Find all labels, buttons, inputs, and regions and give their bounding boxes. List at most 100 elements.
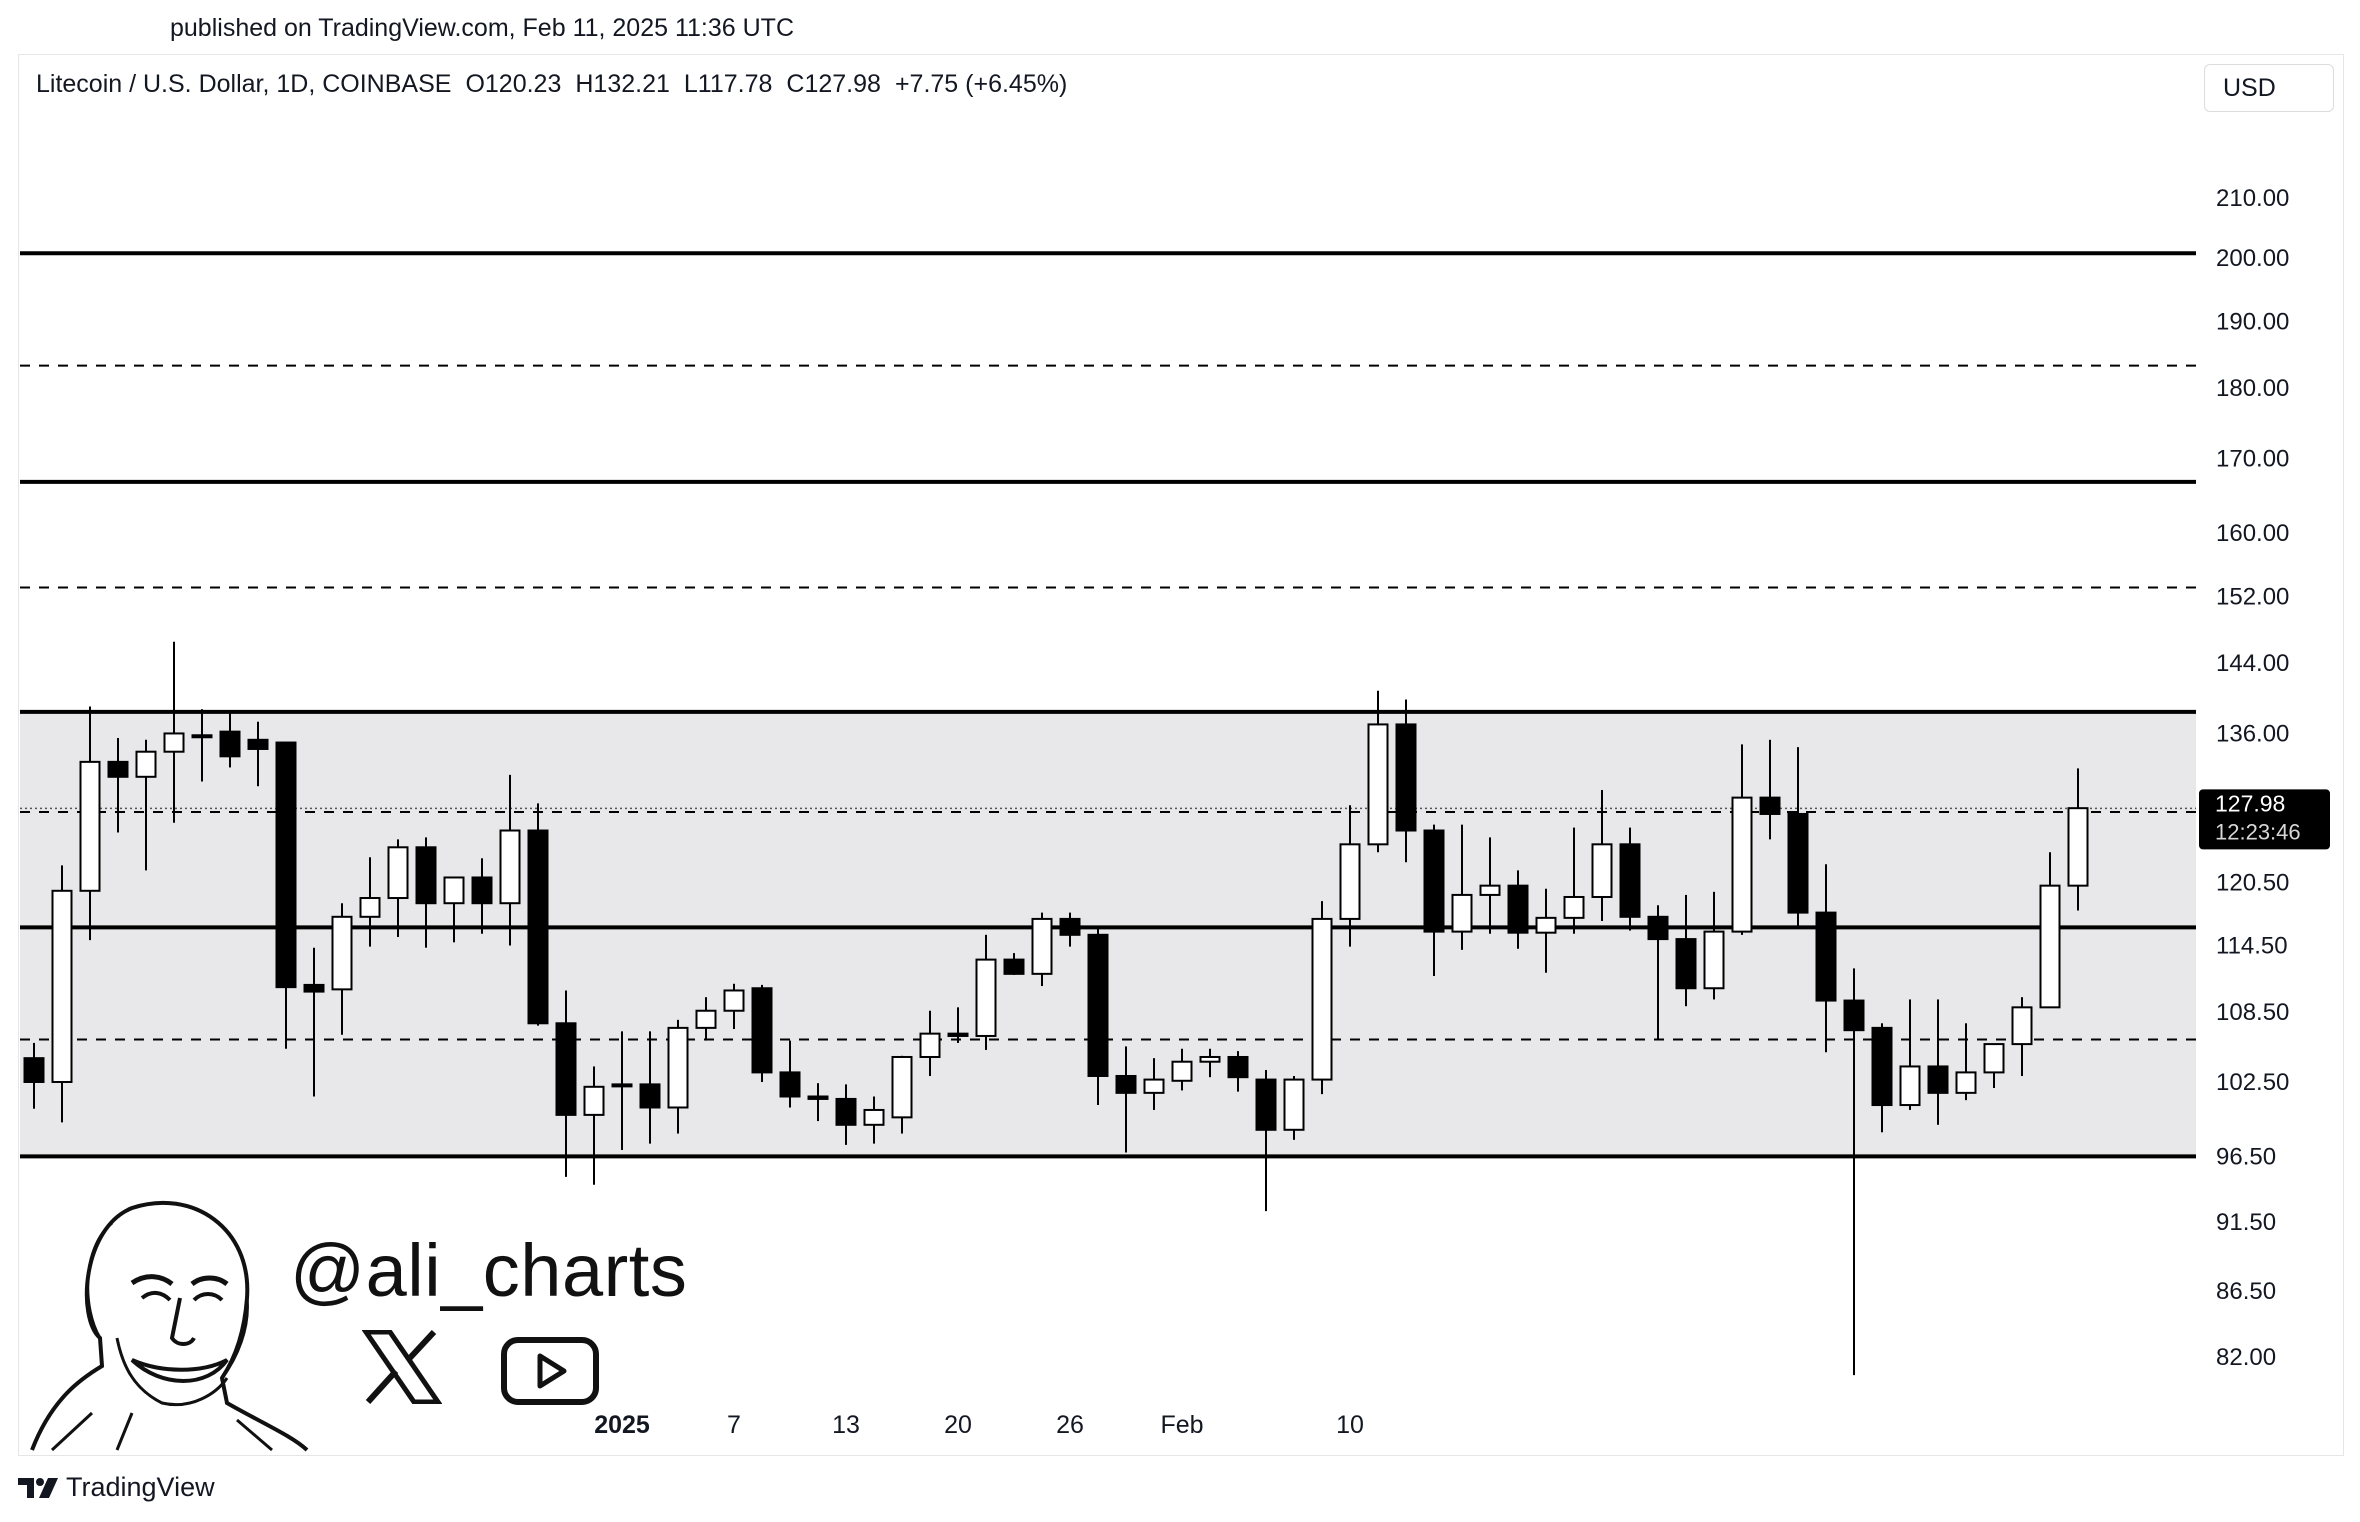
candle[interactable] — [1927, 999, 1949, 1125]
candle[interactable] — [303, 947, 325, 1097]
candle[interactable] — [443, 876, 465, 943]
candle[interactable] — [107, 737, 129, 833]
candle[interactable] — [1395, 699, 1417, 863]
candle[interactable] — [1675, 894, 1697, 1007]
candle[interactable] — [1003, 953, 1025, 975]
candle-body-down — [1087, 933, 1109, 1077]
author-handle: @ali_charts — [290, 1229, 688, 1312]
candle[interactable] — [499, 774, 521, 946]
candle[interactable] — [1143, 1058, 1165, 1110]
candle[interactable] — [1647, 905, 1669, 1040]
candle[interactable] — [1367, 690, 1389, 853]
candle[interactable] — [1339, 805, 1361, 947]
candle[interactable] — [23, 1042, 45, 1109]
candle[interactable] — [1087, 927, 1109, 1106]
candle[interactable] — [275, 741, 297, 1049]
candle[interactable] — [1731, 744, 1753, 935]
candle[interactable] — [1423, 824, 1445, 977]
candle[interactable] — [219, 710, 241, 768]
candle[interactable] — [1563, 827, 1585, 934]
candle[interactable] — [807, 1083, 829, 1122]
candle[interactable] — [639, 1031, 661, 1144]
candle[interactable] — [247, 721, 269, 787]
candle[interactable] — [555, 990, 577, 1177]
candle[interactable] — [1059, 912, 1081, 947]
candle-body-down — [1507, 884, 1529, 934]
candle-body-up — [1591, 843, 1613, 898]
candle[interactable] — [387, 839, 409, 937]
candle-body-down — [835, 1097, 857, 1126]
candle-body-down — [23, 1057, 45, 1083]
chart-frame — [18, 54, 2344, 1456]
candle[interactable] — [835, 1084, 857, 1145]
currency-selector[interactable]: USD — [2204, 64, 2334, 112]
candle[interactable] — [527, 803, 549, 1026]
candle-body-down — [807, 1095, 829, 1100]
candle[interactable] — [1899, 999, 1921, 1110]
candle[interactable] — [135, 739, 157, 871]
x-logo-icon[interactable] — [362, 1330, 442, 1404]
candle-body-up — [359, 897, 381, 918]
candle-body-down — [1423, 829, 1445, 933]
candle[interactable] — [947, 1007, 969, 1043]
candle[interactable] — [1031, 912, 1053, 987]
candle[interactable] — [667, 1019, 689, 1134]
candle[interactable] — [79, 706, 101, 941]
candle-body-down — [555, 1022, 577, 1116]
candle[interactable] — [1787, 747, 1809, 927]
candle[interactable] — [1815, 864, 1837, 1053]
candle[interactable] — [611, 1031, 633, 1150]
y-tick-label: 91.50 — [2216, 1209, 2276, 1236]
candle-body-up — [1199, 1055, 1221, 1063]
candle[interactable] — [1759, 739, 1781, 840]
candle-body-up — [1367, 723, 1389, 846]
candle[interactable] — [163, 641, 185, 823]
candle[interactable] — [1255, 1070, 1277, 1212]
candle[interactable] — [1535, 888, 1557, 973]
candle[interactable] — [51, 865, 73, 1123]
candle[interactable] — [415, 837, 437, 948]
candle-body-up — [1899, 1065, 1921, 1107]
y-tick-label: 108.50 — [2216, 999, 2289, 1026]
candle[interactable] — [1619, 827, 1641, 931]
candle[interactable] — [1871, 1023, 1893, 1133]
candle[interactable] — [2067, 768, 2089, 911]
candle[interactable] — [751, 984, 773, 1082]
candle[interactable] — [2039, 852, 2061, 1009]
candle[interactable] — [191, 709, 213, 782]
candle[interactable] — [1983, 1043, 2005, 1089]
candle[interactable] — [1479, 837, 1501, 934]
candle[interactable] — [583, 1066, 605, 1185]
candle[interactable] — [1507, 870, 1529, 949]
candle[interactable] — [331, 903, 353, 1035]
candle[interactable] — [1451, 824, 1473, 950]
candle[interactable] — [779, 1040, 801, 1108]
candle[interactable] — [1955, 1023, 1977, 1101]
candle-body-up — [863, 1108, 885, 1126]
candle[interactable] — [975, 934, 997, 1050]
candle[interactable] — [359, 857, 381, 947]
candle[interactable] — [1703, 891, 1725, 1000]
candle-body-up — [667, 1026, 689, 1109]
candle[interactable] — [723, 983, 745, 1030]
candle[interactable] — [1199, 1048, 1221, 1078]
candle[interactable] — [1227, 1051, 1249, 1092]
candle-body-down — [1871, 1026, 1893, 1107]
youtube-icon[interactable] — [500, 1336, 600, 1406]
candle-body-down — [527, 829, 549, 1025]
candle-body-down — [275, 741, 297, 989]
candle[interactable] — [1171, 1048, 1193, 1091]
candle[interactable] — [1283, 1075, 1305, 1140]
tradingview-footer-logo[interactable]: TradingView — [18, 1472, 215, 1503]
candle[interactable] — [695, 997, 717, 1041]
candle[interactable] — [471, 858, 493, 934]
candle[interactable] — [891, 1055, 913, 1134]
candle[interactable] — [1311, 901, 1333, 1095]
candle[interactable] — [1115, 1046, 1137, 1153]
candle[interactable] — [1843, 968, 1865, 1376]
candle[interactable] — [919, 1010, 941, 1076]
candle[interactable] — [2011, 997, 2033, 1076]
candle[interactable] — [1591, 790, 1613, 922]
candle[interactable] — [863, 1096, 885, 1144]
